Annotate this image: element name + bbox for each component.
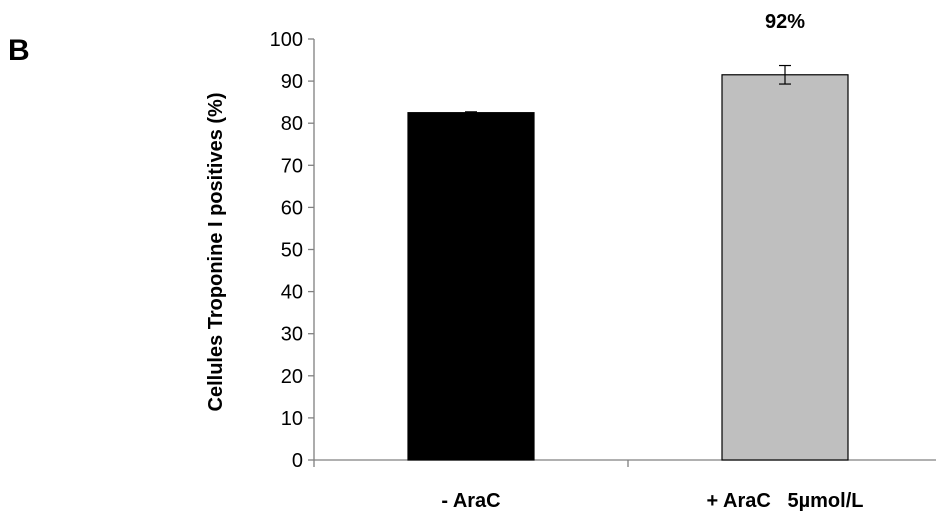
y-tick-label: 70 bbox=[281, 155, 303, 177]
y-tick-label: 10 bbox=[281, 408, 303, 430]
y-tick-label: 90 bbox=[281, 71, 303, 93]
x-category-label: + AraC 5µmol/L bbox=[707, 490, 864, 512]
y-tick-label: 80 bbox=[281, 113, 303, 135]
y-tick-label: 20 bbox=[281, 366, 303, 388]
labels-group: - AraC + AraC 5µmol/L 92% bbox=[441, 11, 863, 512]
y-tick-label: 40 bbox=[281, 282, 303, 304]
y-tick-label: 60 bbox=[281, 197, 303, 219]
panel-label: B bbox=[8, 34, 30, 67]
y-axis-title: Cellules Troponine I positives (%) bbox=[205, 93, 227, 412]
data-label: 92% bbox=[765, 11, 805, 33]
y-tick-label: 0 bbox=[292, 450, 303, 472]
y-tick-label: 30 bbox=[281, 324, 303, 346]
y-tick-label: 50 bbox=[281, 240, 303, 262]
bar bbox=[721, 74, 849, 461]
bar bbox=[407, 112, 535, 461]
bars-group bbox=[407, 64, 849, 461]
y-tick-label: 100 bbox=[270, 29, 303, 51]
x-category-label: - AraC bbox=[441, 490, 500, 512]
axes: 0 10 20 30 40 50 60 70 80 90 100 bbox=[270, 29, 936, 472]
